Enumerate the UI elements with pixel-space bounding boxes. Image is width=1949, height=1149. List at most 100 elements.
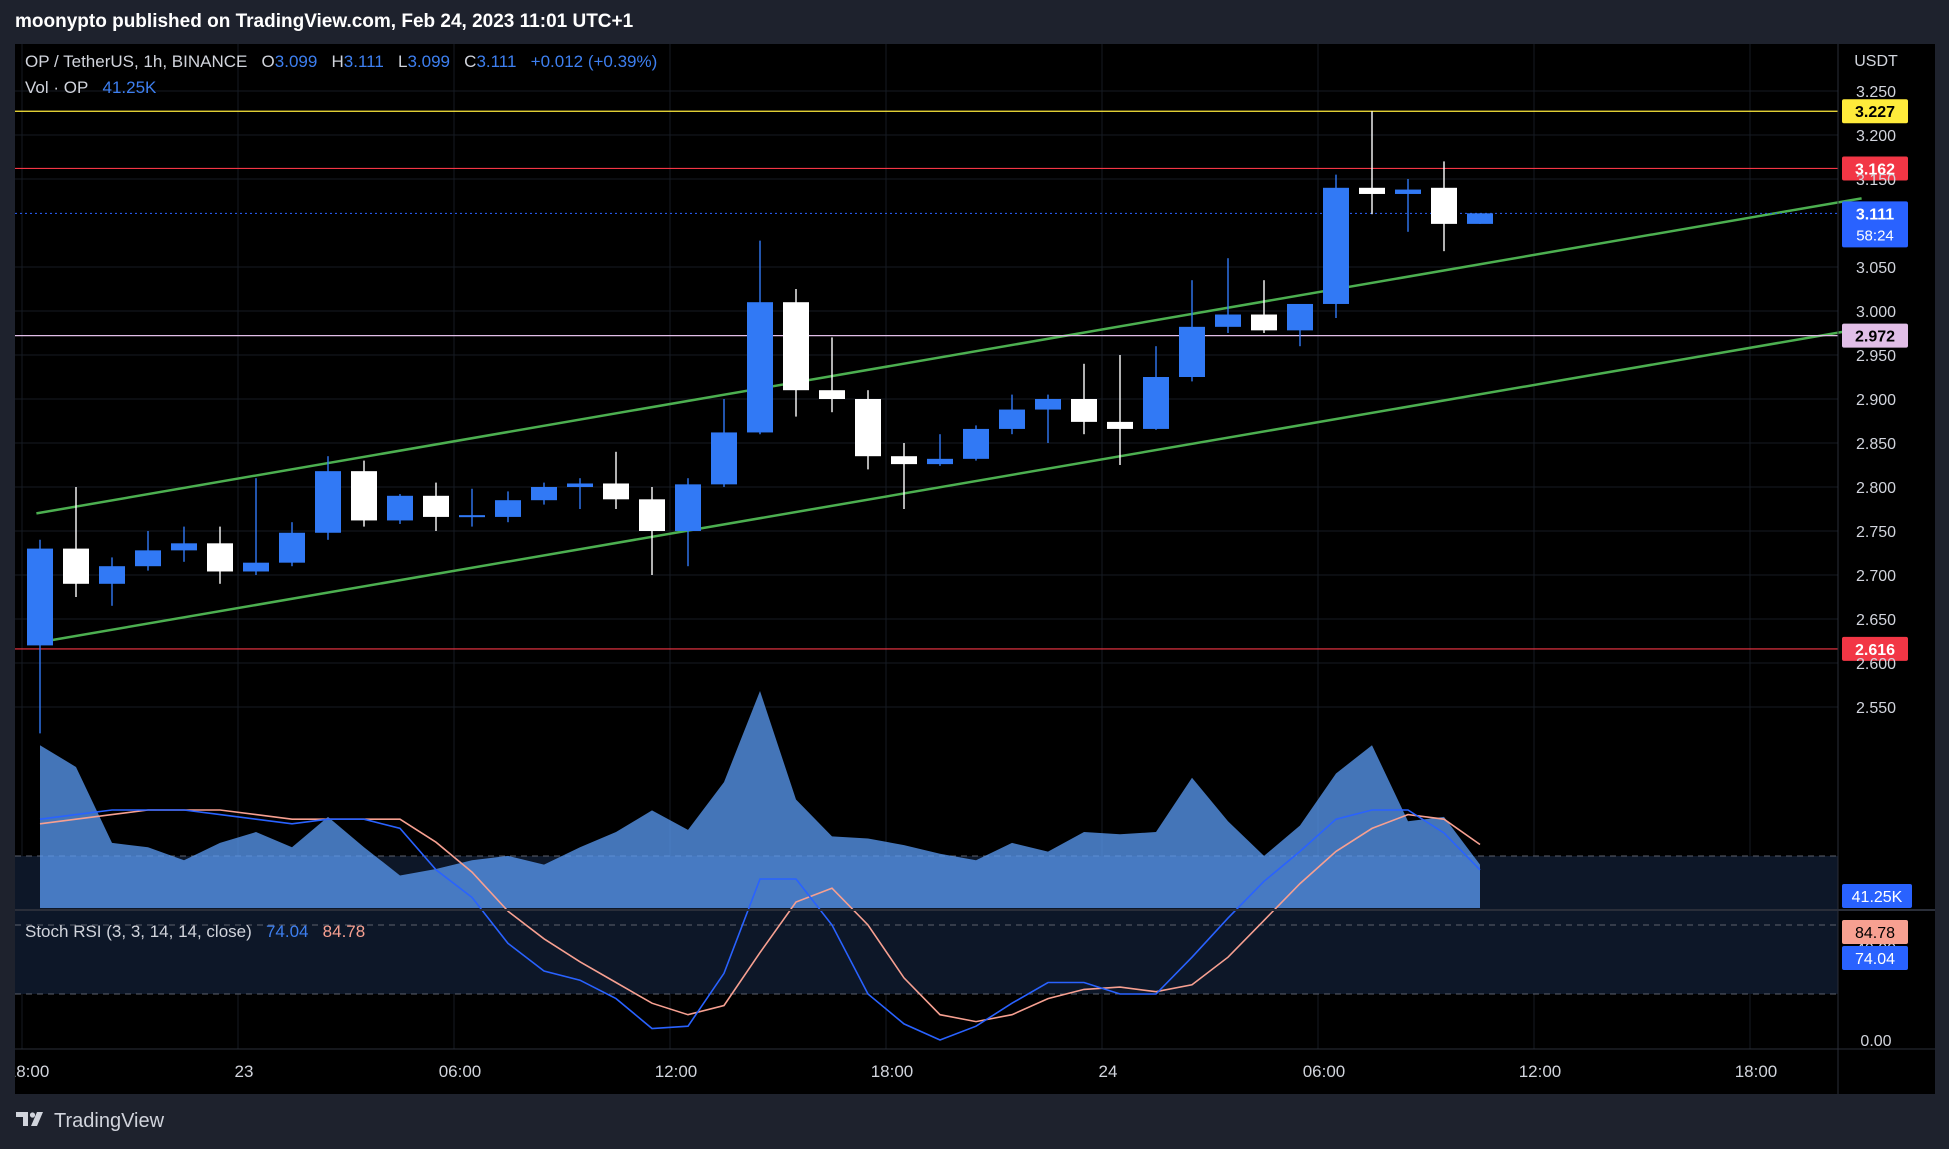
candle-body <box>1323 187 1349 304</box>
stoch-k-line <box>39 809 1481 1041</box>
price-tick-label: 2.950 <box>1856 348 1896 365</box>
candle <box>711 399 737 487</box>
candle <box>783 289 809 417</box>
time-tick-label: 06:00 <box>1303 1062 1346 1081</box>
price-tick-label: 2.550 <box>1856 700 1896 717</box>
stoch-d-line <box>39 809 1481 1023</box>
stoch-d-badge-label: 84.78 <box>1855 925 1895 942</box>
candle-body <box>459 515 485 518</box>
channel-lines <box>36 197 1862 644</box>
candle <box>567 478 593 509</box>
candle-body <box>603 483 629 500</box>
footer: TradingView <box>0 1094 1949 1148</box>
candle <box>63 487 89 597</box>
channel-line <box>36 327 1862 644</box>
time-tick-label: 12:00 <box>655 1062 698 1081</box>
candle-body <box>999 409 1025 429</box>
candle <box>1359 111 1385 215</box>
stoch-k-badge-label: 74.04 <box>1855 951 1895 968</box>
level-badge <box>1842 636 1908 661</box>
candle-body <box>1143 377 1169 429</box>
price-tick-label: 3.150 <box>1856 172 1896 189</box>
candle <box>171 526 197 562</box>
price-tick-label: 2.800 <box>1856 480 1896 497</box>
candle-body <box>387 495 413 521</box>
chart-frame[interactable]: 3.227 3.162 2.972 2.616 3.111 58:24 USDT 3.250… <box>15 44 1935 1094</box>
time-tick-label: 18:00 <box>871 1062 914 1081</box>
volume-legend: Vol · OP 41.25K <box>25 78 156 98</box>
candle <box>855 390 881 470</box>
candle-body <box>1251 314 1277 331</box>
candle <box>675 478 701 567</box>
level-label: 3.227 <box>1855 104 1895 121</box>
candle <box>495 491 521 523</box>
candle <box>1071 363 1097 435</box>
candle-body <box>27 548 53 646</box>
candle <box>531 482 557 505</box>
candle <box>459 488 485 527</box>
candle-body <box>1035 399 1061 410</box>
level-label: 2.616 <box>1855 642 1895 659</box>
candle <box>27 539 53 734</box>
candle <box>747 240 773 435</box>
level-label: 3.162 <box>1855 161 1895 178</box>
publisher-header: moonypto published on TradingView.com, F… <box>0 0 1949 44</box>
candle <box>1107 355 1133 465</box>
price-tick-label: 3.200 <box>1856 128 1896 145</box>
candle-body <box>423 495 449 517</box>
stoch-label[interactable]: Stoch RSI (3, 3, 14, 14, close) <box>25 922 252 941</box>
candle <box>99 557 125 606</box>
stoch-rsi-lines <box>39 809 1481 1041</box>
candle-body <box>1359 187 1385 194</box>
candle-body <box>315 471 341 533</box>
candle-body <box>819 390 845 399</box>
symbol-legend: OP / TetherUS, 1h, BINANCE O3.099 H3.111… <box>25 52 657 72</box>
candle-body <box>171 543 197 551</box>
candle <box>387 494 413 524</box>
time-tick-label: 12:00 <box>1519 1062 1562 1081</box>
time-tick-label: 06:00 <box>439 1062 482 1081</box>
tradingview-logo-icon[interactable] <box>16 1095 46 1149</box>
volume-label[interactable]: Vol · OP <box>25 78 89 97</box>
price-tick-label: 3.250 <box>1856 84 1896 101</box>
symbol-name[interactable]: OP / TetherUS, 1h, BINANCE <box>25 52 248 71</box>
candle-body <box>855 399 881 457</box>
candle-body <box>1107 421 1133 429</box>
candle <box>891 443 917 509</box>
candle <box>1287 303 1313 347</box>
candle-body <box>63 548 89 584</box>
stoch-d-badge <box>1842 920 1908 944</box>
time-tick-label: 18:00 <box>1735 1062 1778 1081</box>
time-tick-label: 18:00 <box>15 1062 49 1081</box>
price-chart[interactable]: 3.227 3.162 2.972 2.616 3.111 58:24 USDT 3.250… <box>15 44 1935 1094</box>
candle-body <box>675 484 701 531</box>
channel-line <box>36 197 1862 515</box>
candle <box>963 425 989 461</box>
candle-body <box>135 550 161 567</box>
countdown-label: 58:24 <box>1856 227 1894 244</box>
candle-body <box>495 500 521 517</box>
candle <box>999 394 1025 435</box>
candle <box>927 434 953 466</box>
candle-body <box>927 458 953 465</box>
level-badge <box>1842 156 1908 181</box>
time-tick-label: 24 <box>1099 1062 1118 1081</box>
candle-body <box>891 456 917 465</box>
candle-body <box>1431 187 1457 224</box>
high-value: 3.111 <box>343 52 384 71</box>
price-tick-label: 2.650 <box>1856 612 1896 629</box>
stoch-k-badge <box>1842 946 1908 970</box>
candle <box>135 531 161 571</box>
candle-body <box>531 487 557 501</box>
last-price-badge <box>1842 201 1908 248</box>
candle-body <box>639 499 665 531</box>
candle-body <box>207 543 233 572</box>
stoch-legend: Stoch RSI (3, 3, 14, 14, close) 74.04 84… <box>25 922 365 942</box>
footer-brand[interactable]: TradingView <box>54 1110 165 1132</box>
close-label: C <box>464 52 477 71</box>
volume-value: 41.25K <box>102 78 157 97</box>
candle-body <box>1287 303 1313 331</box>
candle <box>207 526 233 584</box>
candle <box>1251 280 1277 333</box>
candle-body <box>711 432 737 485</box>
